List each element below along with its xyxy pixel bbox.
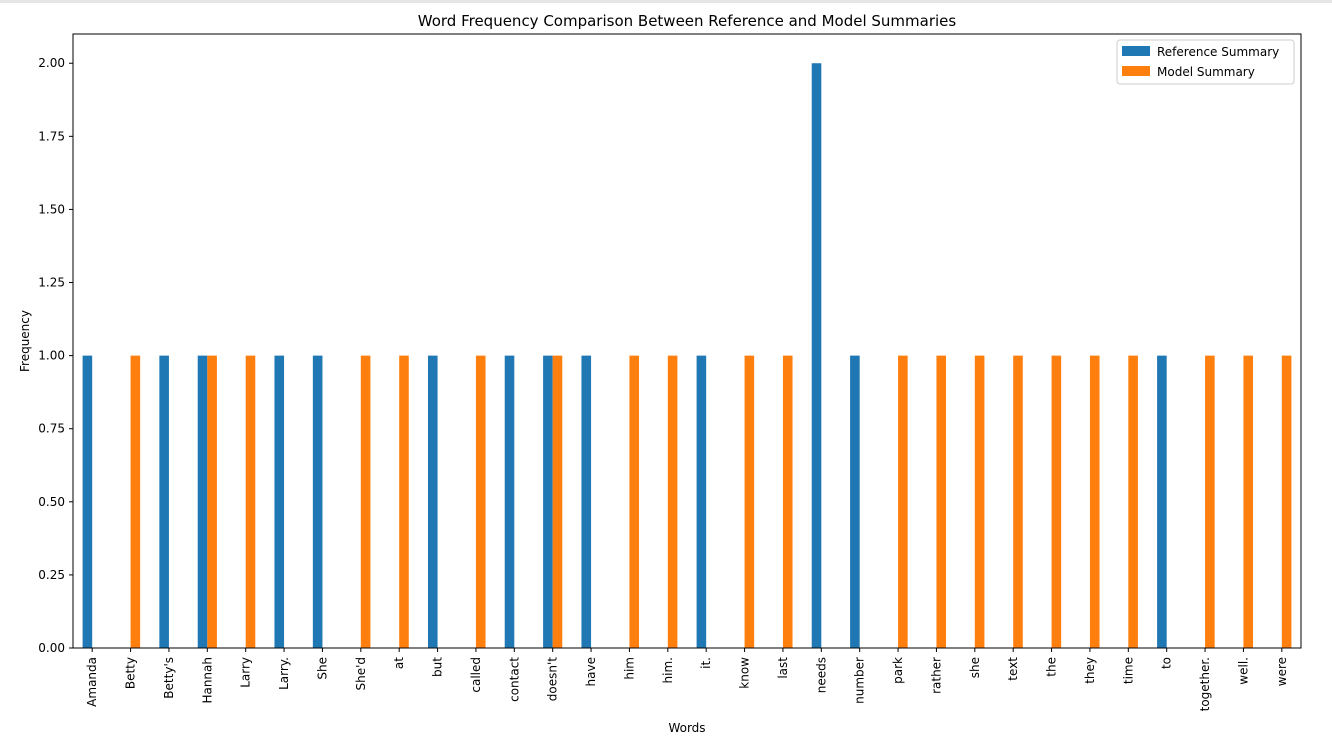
bar-model-21 xyxy=(898,355,908,648)
window-top-strip xyxy=(0,0,1332,3)
x-tick-label: time xyxy=(1121,657,1135,684)
x-tick-label: needs xyxy=(814,657,828,693)
chart-title: Word Frequency Comparison Between Refere… xyxy=(418,12,957,30)
x-tick-label: the xyxy=(1045,657,1059,677)
bar-reference-20 xyxy=(850,355,860,648)
x-tick-label: called xyxy=(469,657,483,693)
legend-box xyxy=(1116,39,1295,85)
y-tick-label: 0.00 xyxy=(38,641,65,655)
bar-model-29 xyxy=(1205,355,1215,648)
bar-model-3 xyxy=(207,355,217,648)
x-tick-label: together. xyxy=(1198,657,1212,711)
bars-layer xyxy=(82,63,1292,648)
bar-model-15 xyxy=(667,355,678,648)
x-tick-label: were xyxy=(1275,657,1289,686)
x-axis-label: Words xyxy=(668,721,705,735)
y-tick-label: 1.50 xyxy=(38,202,65,216)
bar-reference-12 xyxy=(543,355,553,648)
x-tick-label: Betty xyxy=(124,657,138,689)
x-tick-label: contact xyxy=(507,657,521,702)
x-tick-label: she xyxy=(968,657,982,678)
legend-swatch xyxy=(1122,66,1150,76)
bar-model-27 xyxy=(1128,355,1138,648)
y-tick-label: 0.25 xyxy=(38,568,65,582)
x-tick-label: Hannah xyxy=(200,657,214,704)
bar-model-30 xyxy=(1243,355,1254,648)
x-tick-label: know xyxy=(738,657,752,689)
x-tick-label: number xyxy=(853,657,867,704)
bar-reference-3 xyxy=(197,355,208,648)
bar-reference-6 xyxy=(312,355,323,648)
legend-swatch xyxy=(1122,46,1150,56)
y-tick-label: 1.00 xyxy=(38,349,65,363)
x-tick-label: it. xyxy=(699,657,713,669)
legend-label: Model Summary xyxy=(1157,65,1255,79)
x-tick-label: him xyxy=(622,657,636,680)
x-tick-label: but xyxy=(431,657,445,677)
bar-model-8 xyxy=(399,355,409,648)
bar-reference-0 xyxy=(82,355,93,648)
bar-model-17 xyxy=(744,355,755,648)
x-tick-label: have xyxy=(584,657,598,686)
y-tick-label: 1.25 xyxy=(38,276,65,290)
bar-model-4 xyxy=(245,355,256,648)
x-tick-label: She xyxy=(315,657,329,680)
bar-reference-13 xyxy=(581,355,592,648)
bar-reference-16 xyxy=(696,355,707,648)
x-tick-label: rather xyxy=(929,657,943,694)
x-tick-label: park xyxy=(891,657,905,684)
y-tick-label: 0.50 xyxy=(38,495,65,509)
x-tick-label: well. xyxy=(1236,657,1250,685)
x-tick-label: Betty's xyxy=(162,657,176,699)
y-tick-label: 0.75 xyxy=(38,422,65,436)
bar-model-22 xyxy=(936,355,947,648)
y-axis-label: Frequency xyxy=(18,310,32,372)
bar-model-14 xyxy=(629,355,640,648)
bar-reference-5 xyxy=(274,355,285,648)
x-tick-label: last xyxy=(776,657,790,679)
x-axis: Amanda Betty Betty's Hannah Larry Larry. She Sh… xyxy=(85,648,1289,711)
bar-model-23 xyxy=(974,355,985,648)
bar-model-25 xyxy=(1051,355,1062,648)
x-tick-label: Larry xyxy=(239,657,253,688)
bar-reference-19 xyxy=(811,63,822,648)
x-tick-label: they xyxy=(1083,657,1097,684)
bar-model-24 xyxy=(1013,355,1023,648)
x-tick-label: at xyxy=(392,657,406,669)
bar-reference-28 xyxy=(1157,355,1167,648)
bar-model-1 xyxy=(130,355,141,648)
plot-frame xyxy=(72,33,1302,649)
x-tick-label: She'd xyxy=(354,657,368,691)
bar-model-26 xyxy=(1089,355,1100,648)
y-axis: 0.00 0.25 0.50 0.75 1.00 1.25 1.50 1.75 2.00 xyxy=(38,56,73,655)
x-tick-label: him. xyxy=(661,657,675,683)
bar-reference-11 xyxy=(504,355,515,648)
y-tick-label: 2.00 xyxy=(38,56,65,70)
bar-model-7 xyxy=(360,355,371,648)
x-tick-label: to xyxy=(1160,657,1174,669)
x-tick-label: doesn't xyxy=(546,657,560,701)
legend-label: Reference Summary xyxy=(1157,45,1279,59)
bar-reference-2 xyxy=(159,355,169,648)
y-tick-label: 1.75 xyxy=(38,129,65,143)
x-tick-label: Larry. xyxy=(277,657,291,690)
bar-model-31 xyxy=(1281,355,1292,648)
bar-model-12 xyxy=(552,355,563,648)
bar-model-10 xyxy=(475,355,486,648)
x-tick-label: Amanda xyxy=(85,657,99,707)
bar-reference-9 xyxy=(427,355,438,648)
x-tick-label: text xyxy=(1006,657,1020,681)
bar-model-18 xyxy=(782,355,793,648)
legend: Reference Summary Model Summary xyxy=(1116,39,1295,85)
